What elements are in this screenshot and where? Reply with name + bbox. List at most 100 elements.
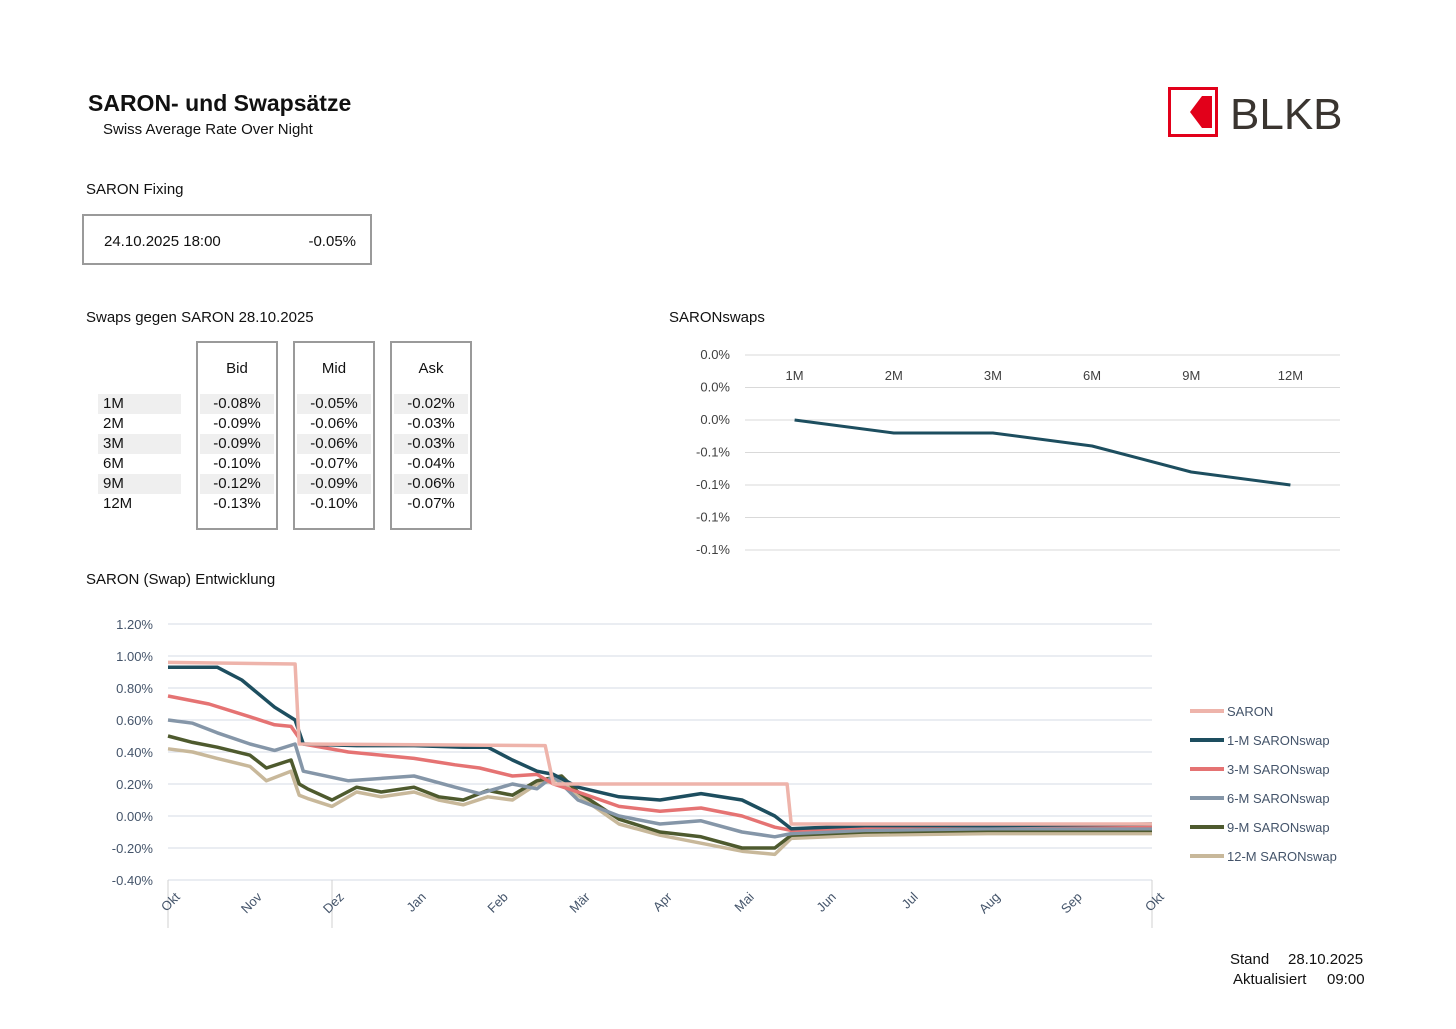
row-band — [297, 394, 371, 414]
row-band — [297, 434, 371, 454]
stand-label: Stand — [1230, 951, 1270, 968]
x-tick-label: Sep — [1058, 889, 1085, 916]
bid-value: -0.08% — [213, 395, 261, 412]
development-chart-title: SARON (Swap) Entwicklung — [86, 571, 276, 588]
ask-column: Ask -0.02% -0.03% -0.03% -0.04% -0.06% -… — [390, 341, 472, 530]
y-tick-label: 0.0% — [700, 412, 730, 427]
row-band — [394, 434, 468, 454]
legend-label: 12-M SARONswap — [1227, 849, 1337, 864]
development-chart: 1.20% 1.00% 0.80% 0.60% 0.40% 0.20% 0.00% -0.20… — [112, 617, 1337, 928]
y-tick-label: 0.0% — [700, 380, 730, 395]
x-tick-label: Jan — [403, 889, 428, 914]
x-tick-label: 1M — [786, 368, 804, 383]
bid-column: Bid -0.08% -0.09% -0.09% -0.10% -0.12% -… — [196, 341, 278, 530]
series-line-1-m-saronswap — [168, 665, 1153, 831]
y-tick-label: 0.20% — [116, 777, 153, 792]
logo-emblem-icon — [1190, 96, 1212, 128]
tenor-label: 6M — [103, 455, 124, 472]
x-tick-label: Okt — [1142, 889, 1167, 914]
row-band — [98, 434, 181, 454]
page-title: SARON- und Swapsätze — [88, 90, 352, 116]
y-tick-label: -0.20% — [112, 841, 154, 856]
mid-value: -0.09% — [310, 475, 358, 492]
bid-value: -0.12% — [213, 475, 261, 492]
fixing-box: 24.10.2025 18:00 -0.05% — [82, 214, 372, 265]
tenor-label: 9M — [103, 475, 124, 492]
x-tick-label: Dez — [320, 889, 347, 916]
x-tick-label: 6M — [1083, 368, 1101, 383]
x-tick-label: Apr — [650, 889, 675, 914]
series-line-mid — [794, 418, 1291, 487]
x-tick-label: 9M — [1182, 368, 1200, 383]
legend-label: 1-M SARONswap — [1227, 733, 1330, 748]
fixing-section-title: SARON Fixing — [86, 181, 184, 198]
row-band — [200, 434, 274, 454]
legend-label: SARON — [1227, 704, 1273, 719]
tenor-label: 2M — [103, 415, 124, 432]
bid-value: -0.09% — [213, 415, 261, 432]
tenor-label: 3M — [103, 435, 124, 452]
ask-value: -0.02% — [407, 395, 455, 412]
x-tick-label: Mai — [731, 889, 756, 914]
bid-value: -0.13% — [213, 495, 261, 512]
fixing-value: -0.05% — [308, 233, 356, 250]
updated-label: Aktualisiert — [1233, 971, 1307, 988]
ask-value: -0.07% — [407, 495, 455, 512]
y-tick-label: -0.1% — [696, 542, 730, 557]
mid-value: -0.06% — [310, 435, 358, 452]
bid-value: -0.10% — [213, 455, 261, 472]
ask-header: Ask — [418, 360, 444, 377]
row-band — [98, 474, 181, 494]
x-tick-label: 3M — [984, 368, 1002, 383]
swaps-section-title: Swaps gegen SARON 28.10.2025 — [86, 309, 314, 326]
tenor-label: 1M — [103, 395, 124, 412]
x-tick-label: Aug — [976, 889, 1003, 916]
x-tick-label: Okt — [158, 889, 183, 914]
stand-date: 28.10.2025 — [1288, 951, 1364, 968]
y-tick-label: 0.00% — [116, 809, 153, 824]
fixing-datetime: 24.10.2025 18:00 — [104, 233, 221, 250]
y-tick-label: 1.20% — [116, 617, 153, 632]
row-band — [394, 394, 468, 414]
y-tick-label: 0.80% — [116, 681, 153, 696]
y-tick-label: 0.40% — [116, 745, 153, 760]
x-tick-label: Jul — [898, 889, 920, 911]
x-tick-label: Mär — [566, 889, 593, 916]
row-band — [200, 394, 274, 414]
saronswaps-chart: 0.0% 0.0% 0.0% -0.1% -0.1% -0.1% -0.1% 1M 2M 3M 6M… — [696, 347, 1340, 557]
y-tick-label: -0.1% — [696, 510, 730, 525]
bid-header: Bid — [226, 360, 248, 377]
ask-value: -0.03% — [407, 415, 455, 432]
legend-label: 6-M SARONswap — [1227, 791, 1330, 806]
tenor-label: 12M — [103, 495, 133, 512]
x-tick-label: Jun — [813, 889, 838, 914]
row-band — [200, 474, 274, 494]
saronswaps-chart-title: SARONswaps — [669, 309, 765, 326]
blkb-logo: BLKB — [1168, 87, 1343, 139]
mid-value: -0.10% — [310, 495, 358, 512]
y-tick-label: -0.40% — [112, 873, 154, 888]
row-band — [297, 474, 371, 494]
mid-value: -0.07% — [310, 455, 358, 472]
y-tick-label: 1.00% — [116, 649, 153, 664]
logo-text: BLKB — [1230, 90, 1343, 139]
mid-value: -0.06% — [310, 415, 358, 432]
ask-value: -0.04% — [407, 455, 455, 472]
ask-value: -0.06% — [407, 475, 455, 492]
row-band — [98, 394, 181, 414]
row-band — [394, 474, 468, 494]
series-line-saron — [167, 660, 1152, 826]
page-subtitle: Swiss Average Rate Over Night — [103, 121, 313, 138]
ask-value: -0.03% — [407, 435, 455, 452]
series-line-6-m-saronswap — [167, 718, 1152, 839]
series-line-3-m-saronswap — [167, 694, 1152, 833]
bid-value: -0.09% — [213, 435, 261, 452]
y-tick-label: 0.0% — [700, 347, 730, 362]
mid-column: Mid -0.05% -0.06% -0.06% -0.07% -0.09% -… — [293, 341, 375, 530]
y-tick-label: -0.1% — [696, 477, 730, 492]
y-tick-label: 0.60% — [116, 713, 153, 728]
series-line-9-m-saronswap — [167, 734, 1152, 850]
x-tick-label: 2M — [885, 368, 903, 383]
series-line-12-m-saronswap — [167, 747, 1152, 857]
